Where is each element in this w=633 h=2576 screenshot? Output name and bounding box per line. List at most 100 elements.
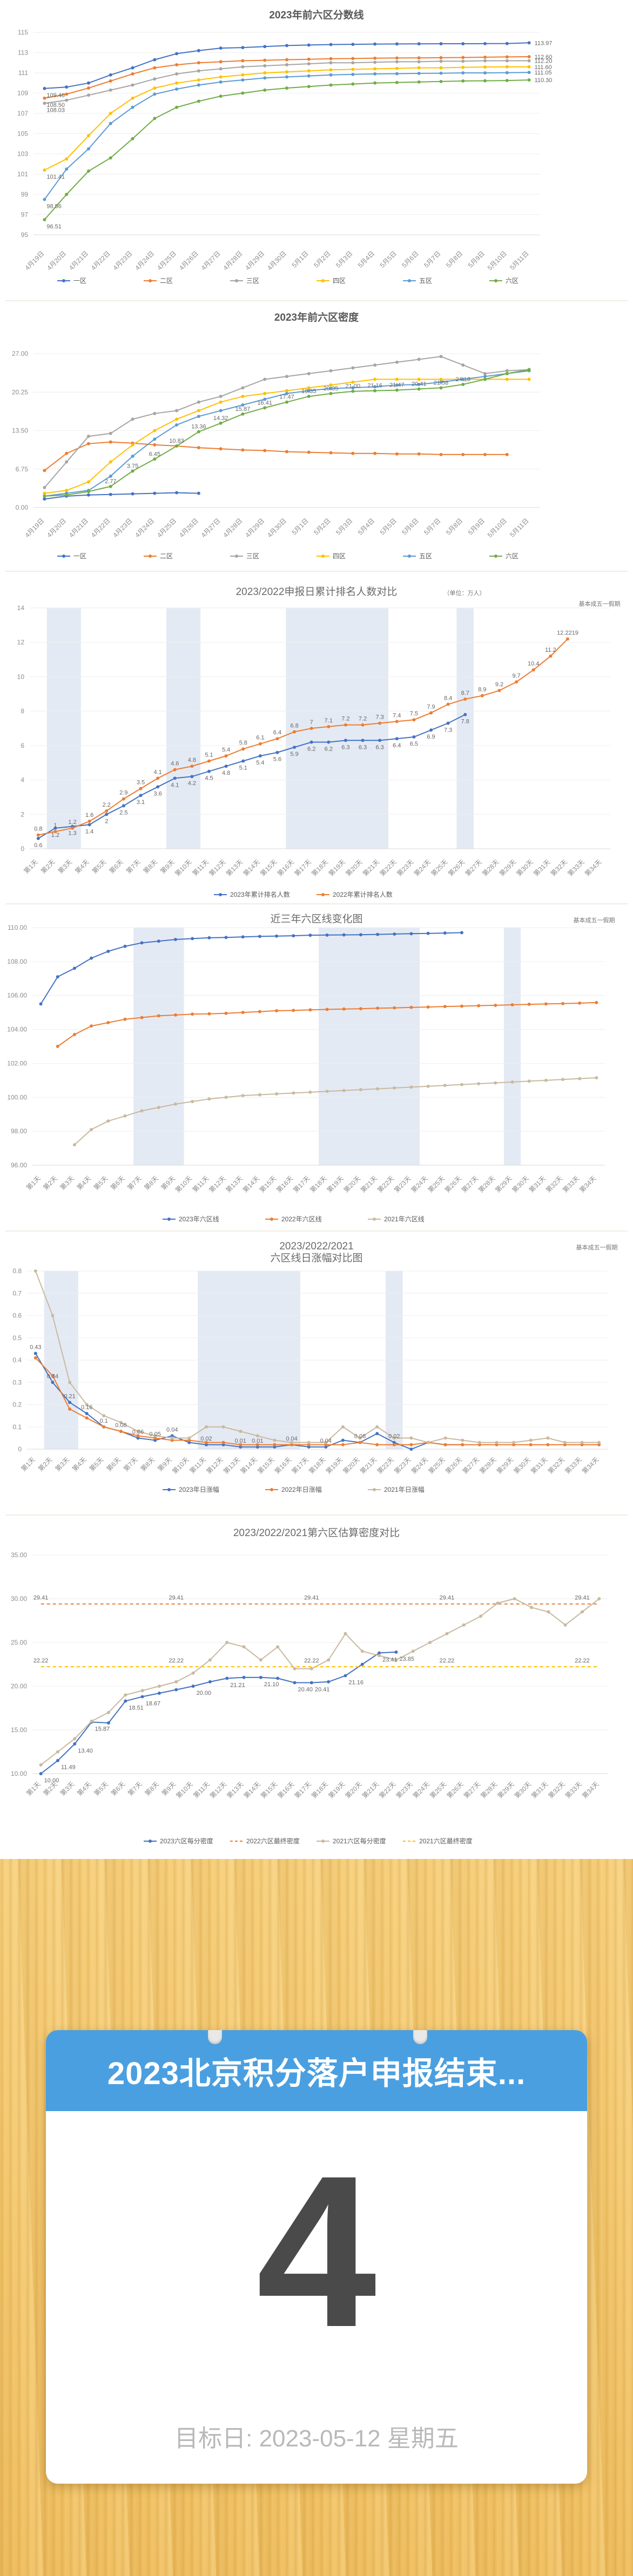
series-line-3	[74, 1077, 597, 1146]
x-tick-label: 第13天	[225, 1174, 244, 1194]
data-point	[131, 83, 134, 87]
x-tick-label: 5月8日	[445, 249, 464, 269]
data-label: 29.41	[33, 1595, 49, 1601]
data-point	[131, 137, 134, 140]
data-point	[395, 42, 399, 46]
data-point	[426, 1005, 430, 1009]
data-point	[187, 1436, 191, 1440]
data-label: 21.47	[389, 382, 405, 389]
x-tick-label: 第13天	[225, 858, 244, 877]
data-point	[329, 383, 333, 387]
data-point	[65, 193, 69, 196]
data-point	[241, 1094, 245, 1098]
data-point	[175, 105, 179, 109]
data-point	[139, 794, 143, 797]
x-tick-label: 第1天	[19, 1456, 37, 1473]
data-label: 0.06	[132, 1429, 144, 1435]
chart-c4: 近三年六区线变化图 基本成五一假期 96.00 98.00 100.00 102.00 10…	[7, 913, 615, 1223]
data-point	[197, 430, 200, 434]
data-point	[263, 76, 267, 80]
data-label: 4.6	[171, 760, 179, 767]
data-point	[123, 944, 127, 948]
data-point	[153, 429, 157, 432]
data-point	[307, 69, 311, 73]
data-point	[131, 72, 134, 76]
data-point	[513, 1597, 516, 1600]
data-point	[373, 56, 377, 60]
data-point	[72, 1033, 76, 1036]
legend-label: 二区	[160, 277, 173, 285]
data-point	[122, 797, 125, 801]
x-tick-label: 第30天	[511, 1174, 530, 1194]
data-point	[373, 81, 377, 85]
data-point	[51, 1381, 55, 1384]
data-point	[409, 1448, 413, 1451]
data-label: 7.9	[427, 704, 435, 710]
data-point	[85, 1416, 89, 1420]
data-point	[109, 88, 112, 92]
data-point	[175, 409, 179, 413]
data-point	[307, 1445, 311, 1449]
y-tick-label: 105	[17, 130, 28, 138]
data-point	[43, 497, 46, 501]
x-tick-label: 第10天	[171, 1456, 190, 1475]
data-point	[258, 754, 262, 758]
x-tick-label: 第11天	[191, 858, 210, 877]
chart-note: 基本成五一假期	[576, 1243, 618, 1251]
data-label: 7.4	[393, 712, 401, 719]
legend-label: 三区	[246, 552, 259, 560]
data-label: 23.85	[399, 1656, 414, 1662]
data-point	[309, 727, 313, 730]
chart-note: 基本成五一假期	[579, 600, 621, 607]
legend-label: 2021年日涨幅	[384, 1485, 425, 1493]
data-point	[241, 65, 245, 69]
data-point	[351, 451, 355, 455]
data-point	[85, 1412, 89, 1415]
chart-panel-6: 2023/2022/2021第六区估算密度对比 10.00 15.00 20.00 25…	[0, 1517, 633, 1857]
data-point	[33, 1269, 37, 1273]
chart-title: 2023年前六区分数线	[269, 9, 363, 21]
x-tick-label: 第27天	[461, 1456, 481, 1475]
data-point	[443, 1005, 447, 1009]
data-point	[395, 737, 399, 741]
data-point	[578, 1077, 582, 1080]
divider	[5, 300, 628, 301]
data-label: 7.5	[410, 711, 418, 717]
data-point	[409, 932, 413, 936]
x-tick-label: 第30天	[513, 1780, 533, 1800]
data-label: 112.20	[535, 58, 553, 65]
data-point	[204, 1441, 208, 1444]
data-point	[109, 121, 112, 125]
data-label: 21.16	[348, 1680, 363, 1686]
data-label: 0.01	[235, 1438, 246, 1444]
y-tick-label: 101	[17, 171, 28, 178]
data-label: 0.02	[388, 1434, 400, 1440]
data-label: 22.22	[169, 1658, 184, 1664]
data-point	[563, 1443, 567, 1446]
data-point	[324, 1441, 328, 1444]
data-point	[549, 654, 553, 658]
x-tick-label: 第34天	[581, 1780, 600, 1800]
x-tick-label: 4月25日	[156, 249, 178, 272]
data-point	[376, 932, 380, 936]
data-point	[131, 455, 134, 458]
x-tick-label: 第31天	[528, 1174, 547, 1194]
data-label: 7.8	[461, 719, 469, 725]
x-tick-label: 第28天	[478, 1456, 497, 1475]
data-point	[510, 1003, 514, 1006]
data-point	[275, 737, 279, 741]
data-label: 7.3	[376, 714, 384, 720]
data-point	[275, 1092, 279, 1096]
data-point	[207, 769, 211, 773]
x-tick-label: 第20天	[342, 1174, 362, 1194]
x-tick-label: 第33天	[563, 1456, 583, 1475]
data-point	[219, 409, 223, 413]
data-label: 6.2	[325, 746, 333, 752]
data-point	[417, 357, 421, 361]
data-label: 0.05	[149, 1431, 160, 1438]
data-point	[241, 747, 245, 751]
chart-title: 近三年六区线变化图	[270, 913, 362, 925]
x-tick-label: 4月24日	[133, 517, 156, 539]
data-point	[191, 1012, 194, 1016]
data-point	[43, 218, 46, 221]
